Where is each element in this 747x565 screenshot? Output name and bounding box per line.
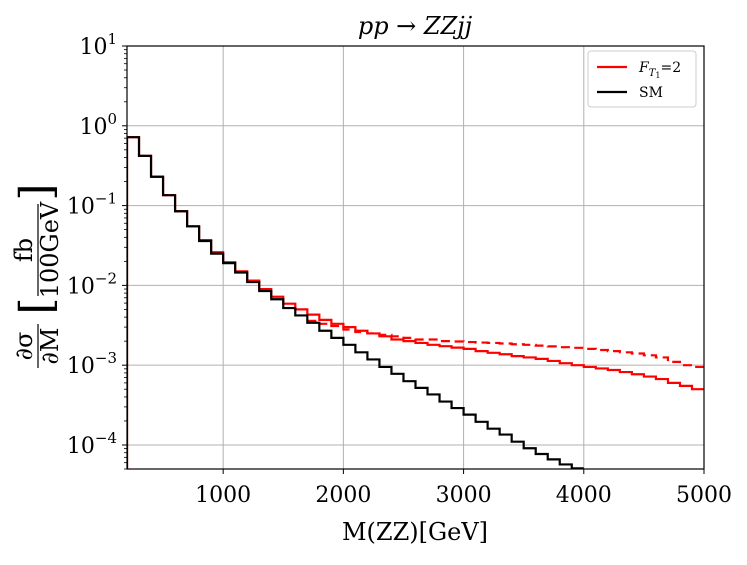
y-axis-title-right-bracket: ] <box>11 183 62 200</box>
x-tick-label: 2000 <box>315 483 371 508</box>
y-tick-label: 100 <box>79 110 117 140</box>
series-layer <box>127 136 704 469</box>
x-tick-label: 1000 <box>195 483 251 508</box>
plot-frame <box>126 45 705 470</box>
x-tick-label: 3000 <box>436 483 492 508</box>
legend-label-ft1: FT1=2 <box>638 60 681 80</box>
legend-label-ft1-base: F <box>638 60 650 76</box>
x-tick-label: 4000 <box>556 483 612 508</box>
y-tick-label: 10−3 <box>67 349 117 379</box>
x-axis-title: M(ZZ)[GeV] <box>342 518 488 546</box>
y-tick-label: 101 <box>79 30 117 60</box>
y-tick-label: 10−1 <box>67 190 117 220</box>
legend-label-ft1-rest: =2 <box>660 60 681 76</box>
y-axis-title: ∂σ ∂M [ fb 100GeV ] <box>10 183 64 368</box>
axis-ticks: 1000 2000 3000 4000 5000 10−4 10−3 10−2 10−1 100 1… <box>67 30 732 508</box>
y-axis-title-denominator: ∂M <box>36 328 64 365</box>
series-line-sm <box>127 136 584 469</box>
legend-label-ft1-subsub: 1 <box>655 71 660 80</box>
x-tick-label: 5000 <box>676 483 732 508</box>
grid <box>127 45 705 469</box>
y-axis-title-left-bracket: [ <box>11 297 62 314</box>
legend-label-ft1-sub: T <box>649 68 657 79</box>
y-axis-title-unit-denominator: 100GeV <box>36 201 64 298</box>
y-axis-title-numerator: ∂σ <box>10 332 38 361</box>
legend-label-sm: SM <box>639 85 663 101</box>
y-axis-title-unit-numerator: fb <box>10 238 38 262</box>
legend: FT1=2 SM <box>587 50 697 108</box>
series-line-ft1 <box>127 136 704 469</box>
y-tick-label: 10−4 <box>67 429 117 459</box>
y-tick-label: 10−2 <box>67 269 117 299</box>
chart-title: pp → ZZjj <box>358 12 473 40</box>
series-line-ft1-dashed <box>307 319 704 369</box>
